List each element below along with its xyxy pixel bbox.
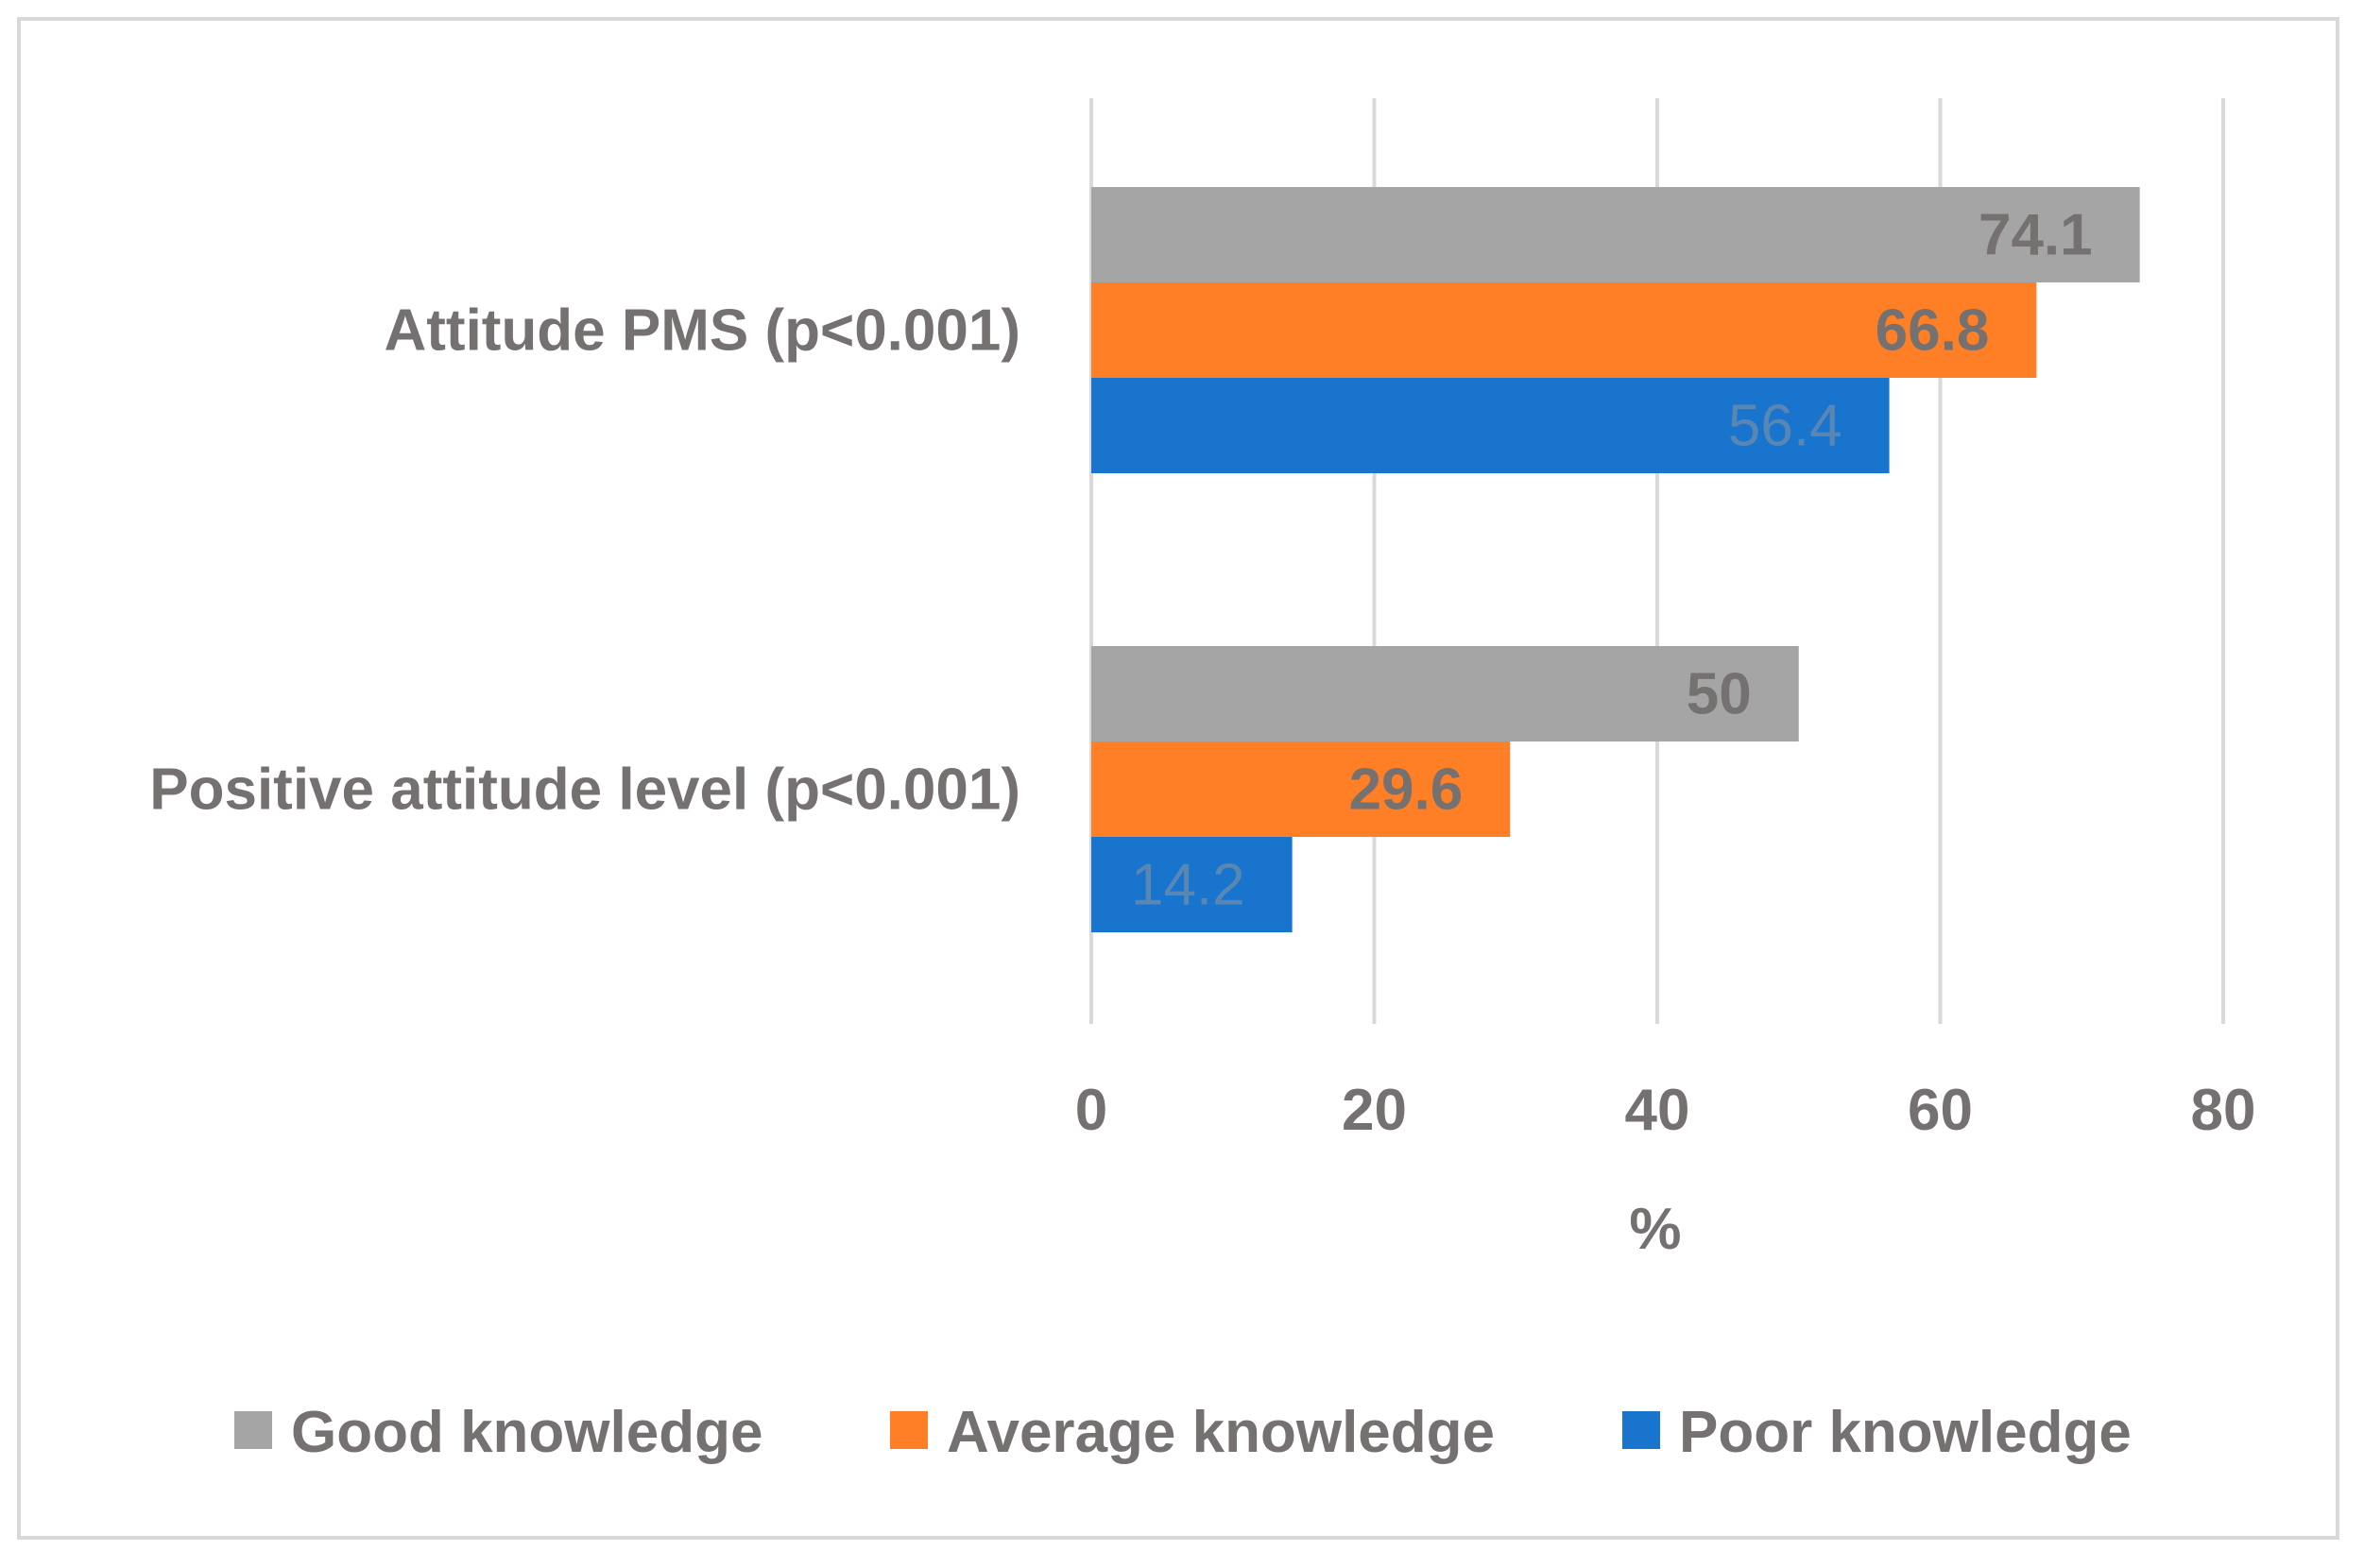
category-label: Attitude PMS (p<0.001) (385, 298, 1021, 364)
legend-swatch-average-knowledge (890, 1411, 928, 1449)
legend-label: Poor knowledge (1679, 1400, 2132, 1465)
x-tick-label: 80 (2191, 1078, 2256, 1143)
data-label: 14.2 (1131, 853, 1245, 918)
bar-poor-knowledge-1 (1091, 378, 1890, 473)
data-label: 56.4 (1728, 394, 1842, 459)
legend-swatch-good-knowledge (234, 1411, 272, 1449)
bar-good-knowledge-1 (1091, 187, 2140, 282)
data-label: 29.6 (1349, 758, 1464, 823)
x-tick-label: 40 (1625, 1078, 1690, 1143)
x-tick-label: 20 (1342, 1078, 1407, 1143)
x-tick-label: 60 (1908, 1078, 1973, 1143)
x-tick-label: 0 (1075, 1078, 1107, 1143)
data-label: 66.8 (1876, 298, 1990, 364)
x-tick-labels: 0 20 40 60 80 (1075, 1078, 2256, 1143)
data-label: 74.1 (1979, 203, 2093, 268)
category-labels: Attitude PMS (p<0.001) Positive attitude … (149, 298, 1020, 823)
bar-good-knowledge-2 (1091, 646, 1799, 741)
bar-poor-knowledge-2 (1091, 837, 1293, 932)
bar-average-knowledge-1 (1091, 282, 2037, 378)
legend-swatch-poor-knowledge (1622, 1411, 1660, 1449)
bars: 74.1 66.8 56.4 50 29.6 14.2 (1091, 187, 2140, 932)
legend-label: Average knowledge (947, 1400, 1495, 1465)
category-label: Positive attitude level (p<0.001) (149, 758, 1020, 823)
data-label: 50 (1687, 662, 1752, 727)
legend: Good knowledge Average knowledge Poor know… (234, 1400, 2132, 1465)
legend-label: Good knowledge (291, 1400, 762, 1465)
x-axis-label: % (1629, 1197, 1681, 1262)
bar-average-knowledge-2 (1091, 741, 1511, 837)
